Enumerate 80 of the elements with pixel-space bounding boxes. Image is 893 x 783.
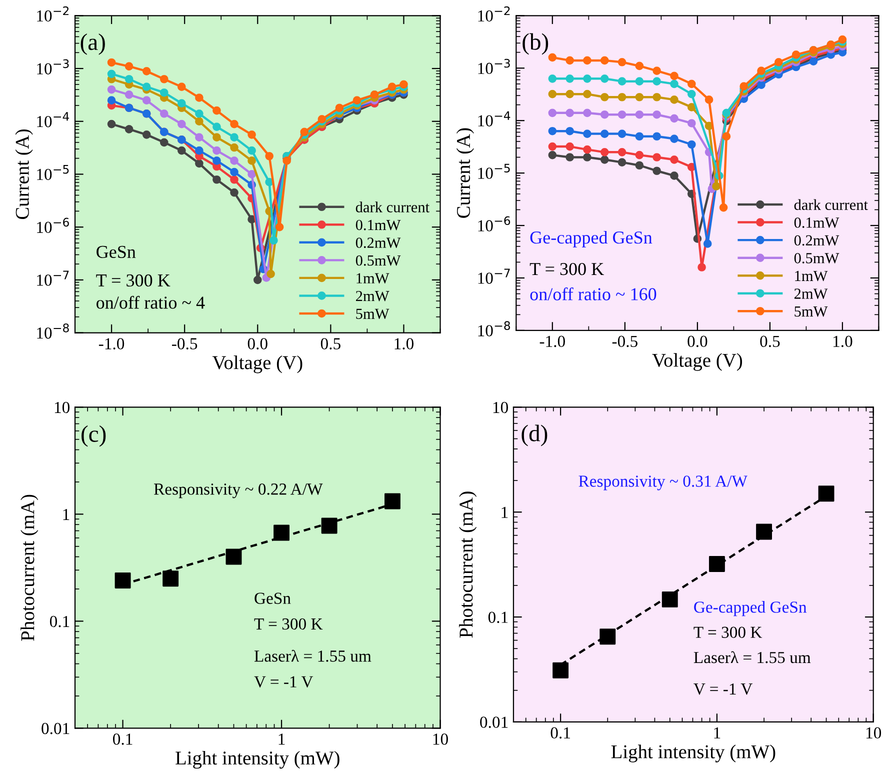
- y-tick-label: 1: [63, 508, 70, 520]
- annotation: T = 300 K: [96, 274, 170, 287]
- x-tick-label: -1.0: [98, 338, 124, 350]
- y-tick-label: 10$^{−4}$: [478, 111, 510, 126]
- y-tick-label: 10$^{−4}$: [37, 112, 70, 128]
- x-tick-label: 0.1: [113, 734, 132, 745]
- y-tick-label: 1: [502, 506, 508, 518]
- y-axis-title: Current (A): [456, 128, 474, 218]
- legend-label: 0.2mW: [356, 238, 401, 248]
- legend-label: 0.5mW: [356, 255, 401, 266]
- annotation: (d): [522, 424, 548, 446]
- y-axis-title: Photocurrent (mA): [20, 494, 38, 641]
- y-tick-label: 10$^{−8}$: [478, 321, 510, 336]
- legend-label: 5mW: [356, 308, 390, 320]
- y-tick-label: 10$^{−5}$: [37, 165, 69, 180]
- x-tick-label: 0.1: [550, 727, 570, 739]
- x-tick-label: 0.5: [320, 338, 340, 350]
- x-axis-title: Voltage (V): [212, 356, 302, 374]
- annotation: (b): [522, 33, 548, 55]
- annotation: T = 300 K: [530, 262, 604, 276]
- y-tick-label: 10$^{−2}$: [37, 6, 69, 22]
- x-tick-label: 1.0: [394, 338, 414, 350]
- y-axis-title: Photocurrent (mA): [459, 492, 477, 638]
- y-tick-label: 0.01: [42, 722, 70, 734]
- x-tick-label: -0.5: [612, 336, 638, 348]
- y-tick-label: 10$^{−3}$: [37, 59, 69, 74]
- annotation: Ge-capped GeSn: [694, 601, 807, 616]
- annotation: Laserλ = 1.55 um: [694, 651, 811, 664]
- legend-label: 0.1mW: [356, 220, 401, 230]
- x-tick-label: 10: [866, 727, 882, 739]
- y-tick-label: 10$^{−6}$: [478, 216, 510, 232]
- x-tick-label: 1: [278, 734, 285, 745]
- annotation: V = -1 V: [254, 676, 314, 688]
- x-tick-label: -1.0: [540, 336, 565, 348]
- y-tick-label: 0.1: [50, 616, 70, 628]
- annotation: (a): [80, 33, 105, 55]
- x-tick-label: 0.0: [688, 336, 708, 348]
- x-axis-title: Light intensity (mW): [611, 744, 776, 762]
- annotation: V = -1 V: [694, 683, 752, 695]
- y-tick-label: 0.01: [480, 716, 508, 728]
- x-axis-title: Light intensity (mW): [176, 750, 340, 769]
- annotation: GeSn: [254, 592, 291, 604]
- annotation: Laserλ = 1.55 um: [254, 650, 372, 662]
- legend-label: 0.1mW: [794, 217, 840, 228]
- annotation: on/off ratio ~ 4: [96, 296, 205, 309]
- legend-label: 1mW: [356, 273, 390, 284]
- x-tick-label: -0.5: [172, 338, 198, 350]
- annotation: GeSn: [96, 246, 136, 258]
- annotation: on/off ratio ~ 160: [530, 287, 656, 300]
- y-tick-label: 10$^{−7}$: [37, 270, 69, 286]
- annotation: Responsivity ~ 0.31 A/W: [578, 476, 748, 490]
- legend-label: 5mW: [794, 306, 828, 317]
- annotation: (c): [82, 425, 106, 447]
- y-tick-label: 10$^{−2}$: [478, 6, 510, 22]
- y-axis-title: Current (A): [15, 129, 33, 220]
- x-tick-label: 1.0: [834, 336, 852, 348]
- legend-label: dark current: [794, 199, 868, 210]
- y-tick-label: 10$^{−5}$: [478, 164, 510, 179]
- annotation: Responsivity ~ 0.22 A/W: [154, 484, 323, 498]
- y-tick-label: 10$^{−3}$: [478, 58, 510, 74]
- legend-label: 1mW: [795, 270, 828, 282]
- x-tick-label: 10: [433, 734, 448, 745]
- x-tick-label: 1: [714, 727, 720, 738]
- legend-label: 2mW: [356, 290, 390, 302]
- legend-label: 2mW: [794, 288, 828, 299]
- legend-label: 0.5mW: [794, 253, 840, 264]
- annotation: Ge-capped GeSn: [530, 230, 652, 248]
- x-tick-label: 0.0: [248, 338, 268, 350]
- y-tick-label: 10: [493, 402, 508, 414]
- legend-label: 0.2mW: [794, 235, 840, 246]
- annotation: T = 300 K: [254, 618, 323, 630]
- y-tick-label: 0.1: [488, 612, 508, 624]
- x-axis-title: Voltage (V): [652, 353, 742, 371]
- y-tick-label: 10$^{−6}$: [37, 218, 69, 233]
- legend-label: dark current: [356, 202, 430, 212]
- y-tick-label: 10$^{−7}$: [478, 268, 510, 284]
- y-tick-label: 10$^{−8}$: [37, 324, 69, 339]
- x-tick-label: 0.5: [760, 336, 780, 348]
- y-tick-label: 10: [54, 402, 70, 414]
- annotation: T = 300 K: [694, 626, 762, 638]
